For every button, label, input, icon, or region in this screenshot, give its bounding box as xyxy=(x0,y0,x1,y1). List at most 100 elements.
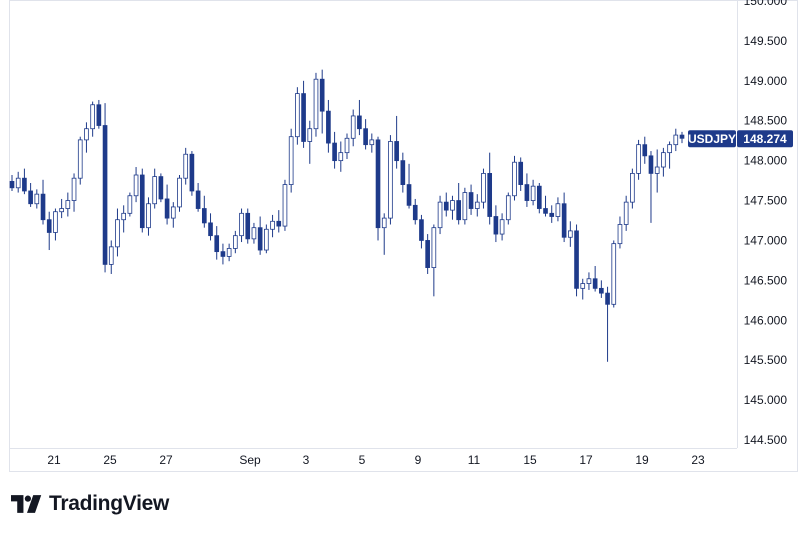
candle-body-down xyxy=(599,287,604,294)
candle xyxy=(233,230,238,254)
candle-body-down xyxy=(46,219,52,233)
candle xyxy=(450,195,455,220)
candle-body-up xyxy=(264,228,269,251)
candle xyxy=(28,182,33,207)
candle xyxy=(561,192,567,243)
candle xyxy=(431,224,437,297)
candle-body-down xyxy=(164,198,170,219)
y-tick-label: 146.000 xyxy=(744,313,788,327)
candle xyxy=(139,168,145,233)
candle-body-up xyxy=(77,139,83,179)
symbol-label: USDJPY xyxy=(688,132,736,146)
candle xyxy=(251,222,257,244)
candle xyxy=(152,168,158,209)
x-tick-label: 15 xyxy=(523,453,537,467)
candle xyxy=(518,157,524,191)
candle xyxy=(288,128,294,193)
candle xyxy=(586,272,592,290)
candle-body-up xyxy=(505,195,511,221)
candle-body-up xyxy=(530,185,536,201)
candle-body-up xyxy=(59,208,64,213)
candle-body-down xyxy=(406,184,412,206)
candle-body-down xyxy=(419,219,424,241)
candle xyxy=(648,151,654,223)
candle xyxy=(536,182,542,214)
candle xyxy=(257,216,263,255)
candle xyxy=(53,208,58,241)
x-tick-label: 27 xyxy=(159,453,173,467)
candle-body-down xyxy=(456,200,461,221)
candle xyxy=(102,103,108,273)
y-tick-label: 150.000 xyxy=(744,0,788,8)
candle-body-up xyxy=(586,278,592,284)
candle-body-down xyxy=(549,212,555,217)
candle-body-up xyxy=(481,173,486,203)
candle-body-up xyxy=(580,283,586,289)
candle-body-up xyxy=(133,174,139,197)
candle-body-up xyxy=(338,152,344,162)
candle-body-up xyxy=(34,193,40,205)
candle xyxy=(226,243,232,262)
price-axis[interactable]: 144.500 145.000 145.500 146.000 146.500 147.0… xyxy=(744,0,788,447)
y-tick-label: 148.500 xyxy=(744,114,788,128)
candle-body-up xyxy=(251,227,257,240)
candle-body-down xyxy=(487,173,493,217)
candle-body-down xyxy=(543,208,548,214)
candle-body-up xyxy=(177,177,182,208)
candle-body-down xyxy=(332,142,337,162)
candle xyxy=(332,131,337,169)
candle xyxy=(381,213,387,255)
candle-body-up xyxy=(667,144,672,154)
candle-body-up xyxy=(183,153,189,179)
candle-body-up xyxy=(115,219,120,248)
candle-body-down xyxy=(319,78,325,112)
candle-body-up xyxy=(630,173,635,203)
candle xyxy=(127,192,133,217)
candle xyxy=(425,234,430,274)
x-tick-label: 23 xyxy=(691,453,705,467)
candle xyxy=(388,135,393,225)
candle xyxy=(524,173,530,207)
candle-body-up xyxy=(636,144,641,174)
candle xyxy=(59,198,64,219)
candle xyxy=(270,214,275,238)
candle-body-down xyxy=(139,174,145,229)
candle xyxy=(363,119,368,150)
candle-body-up xyxy=(233,235,238,249)
candle xyxy=(599,280,604,298)
candle-body-up xyxy=(555,203,561,217)
candle xyxy=(220,243,226,265)
candle-body-down xyxy=(642,144,648,157)
candle xyxy=(512,155,517,201)
candle xyxy=(96,99,102,129)
candle-body-up xyxy=(127,195,133,214)
candle xyxy=(239,208,244,243)
last-price-bg xyxy=(737,130,793,148)
candle-body-down xyxy=(425,240,430,268)
candle xyxy=(375,136,381,241)
candle-body-down xyxy=(245,212,251,240)
candle-body-up xyxy=(152,176,158,205)
candle-body-up xyxy=(71,177,77,201)
x-tick-label: 21 xyxy=(47,453,61,467)
candle xyxy=(443,192,449,217)
candle-body-up xyxy=(437,201,443,229)
y-tick-label: 148.000 xyxy=(744,154,788,168)
time-axis[interactable]: 21 25 27 Sep 3 5 9 11 15 17 19 23 xyxy=(47,453,705,467)
candle xyxy=(71,173,77,212)
candle xyxy=(46,211,52,251)
candle xyxy=(208,213,213,241)
candle xyxy=(474,194,480,217)
candle xyxy=(15,171,21,193)
candle xyxy=(313,72,319,137)
candle-body-down xyxy=(561,203,567,238)
candle xyxy=(350,109,356,147)
candle-body-down xyxy=(195,190,201,209)
candle xyxy=(493,205,499,243)
candle xyxy=(568,221,573,247)
candle xyxy=(9,175,15,191)
tradingview-brand[interactable]: TradingView xyxy=(11,490,169,518)
candle-body-up xyxy=(623,201,629,225)
candle xyxy=(661,147,666,177)
